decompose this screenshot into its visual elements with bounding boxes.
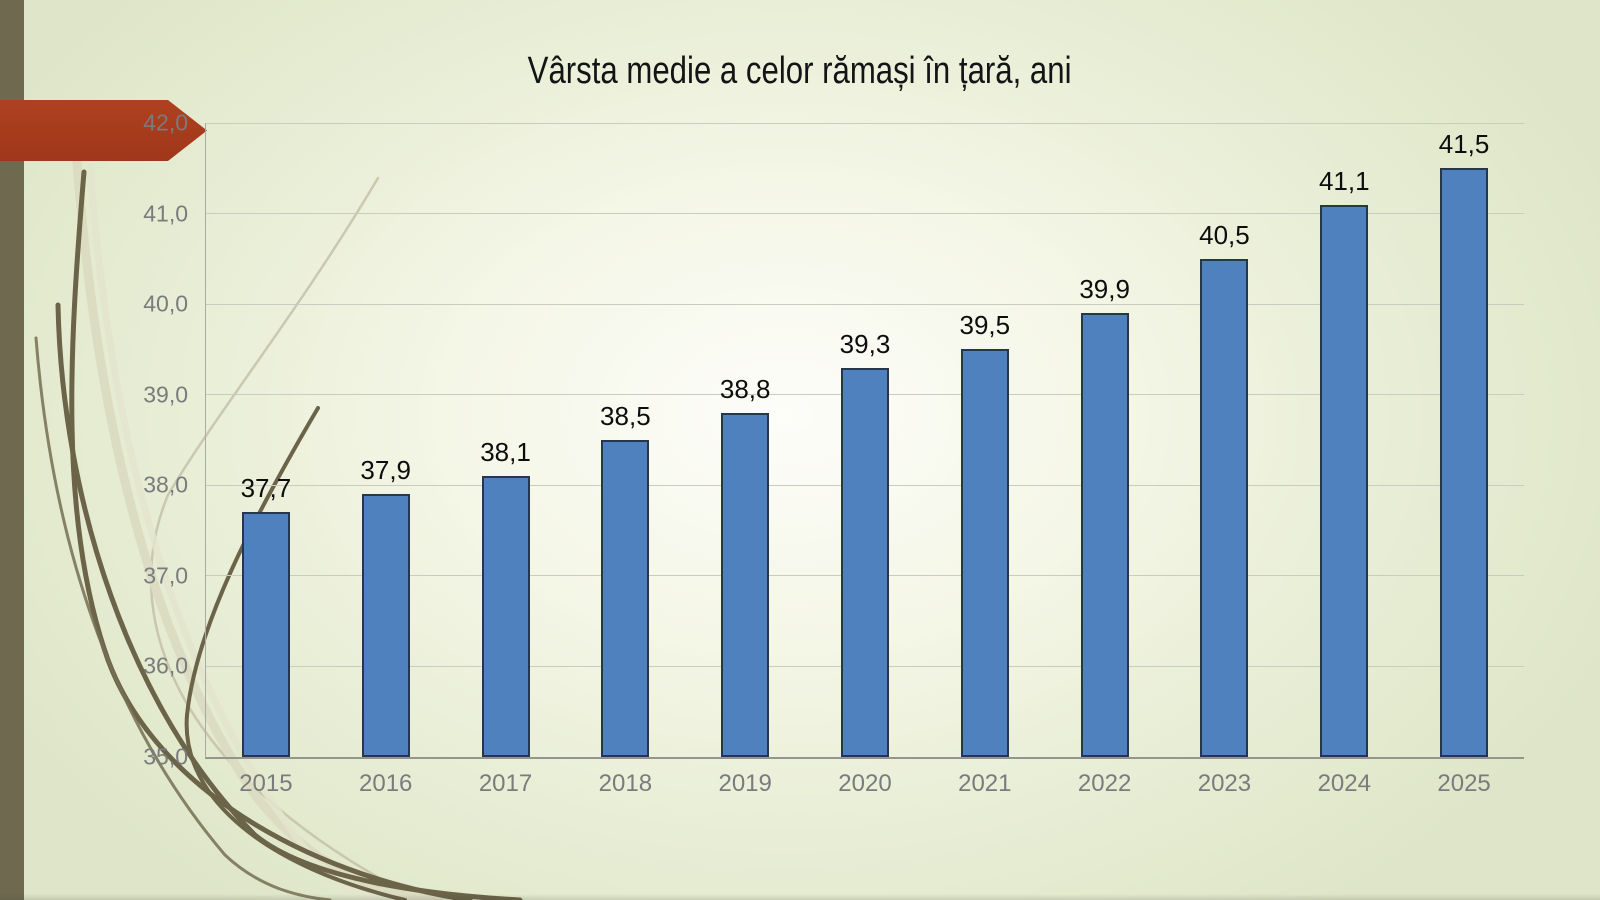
bar-2019 [721,412,770,757]
bar-2020 [841,367,889,757]
plot-area: 37,7 37,9 38,1 38,5 38,8 39,3 39,5 39,9 40,5 41,1… [205,122,1524,797]
y-tick-label: 37,0 [143,562,188,589]
x-tick-label: 2015 [239,770,293,797]
bar-value-label: 39,5 [959,310,1011,341]
y-tick-label: 39,0 [143,381,188,408]
x-tick-label: 2023 [1197,770,1252,797]
chart-title: Vârsta medie a celor rămași în țară, ani [0,50,1600,93]
x-tick-label: 2021 [958,770,1012,797]
accent-arrow [0,100,207,161]
bar-2015 [241,512,290,757]
chart-title-text: Vârsta medie a celor rămași în țară, ani [528,50,1072,92]
bar-2023 [1200,258,1249,757]
gridline [206,213,1524,215]
x-tick-label: 2025 [1437,770,1491,797]
x-tick-label: 2018 [598,770,653,797]
x-tick-label: 2017 [478,770,533,797]
bar-value-label: 38,1 [480,437,531,468]
bar-value-label: 39,9 [1079,274,1130,305]
y-tick-label: 38,0 [143,471,188,498]
x-tick-label: 2024 [1317,770,1371,797]
bar-2025 [1440,168,1489,757]
bar-value-label: 41,1 [1318,165,1370,196]
gridline [206,303,1524,305]
y-tick-label: 41,0 [143,200,188,227]
bar-value-label: 37,9 [360,455,412,486]
y-tick-label: 42,0 [143,109,188,136]
x-tick-label: 2020 [838,770,892,797]
bar-2017 [481,476,530,757]
y-axis-labels: 35,0 36,0 37,0 38,0 39,0 40,0 41,0 42,0 [0,110,188,770]
bar-value-label: 37,7 [240,473,292,504]
bar-value-label: 40,5 [1199,219,1250,250]
y-tick-label: 36,0 [143,652,188,679]
bar-2018 [601,440,650,757]
grass-decoration-icon [34,145,523,900]
y-tick-label: 35,0 [143,743,188,770]
gridline [206,122,1524,124]
bar-value-label: 39,3 [839,328,891,359]
y-tick-label: 40,0 [143,290,188,317]
bar-value-label: 41,5 [1438,129,1490,160]
bar-2016 [361,494,410,757]
bar-2024 [1320,204,1369,757]
x-tick-label: 2016 [359,770,413,797]
x-tick-label: 2019 [718,770,772,797]
bar-value-label: 38,8 [719,373,771,404]
bar-2022 [1080,313,1129,757]
bar-value-label: 38,5 [600,401,651,431]
x-tick-label: 2022 [1077,770,1132,797]
bar-2021 [960,349,1009,757]
